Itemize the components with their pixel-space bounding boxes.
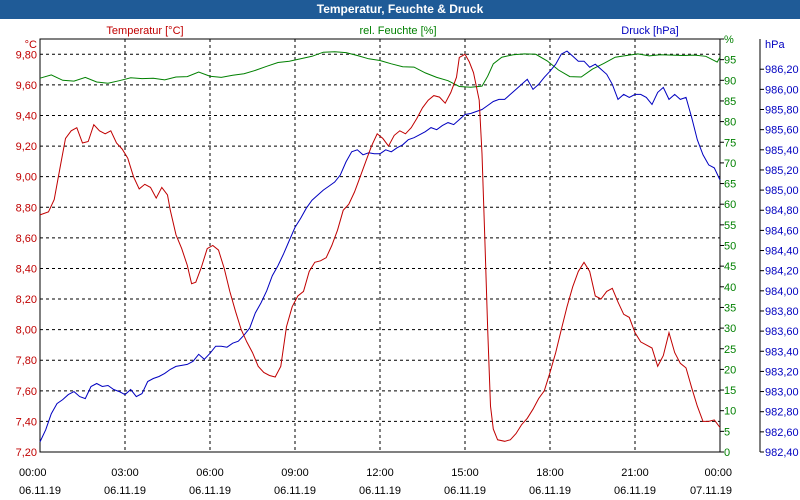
chart-title: Temperatur, Feuchte & Druck [0,0,800,19]
date-tick-label: 06.11.19 [444,485,486,497]
temperature-tick-label: 8,20 [16,294,37,306]
time-tick-label: 00:00 [19,467,47,479]
time-axis: 00:00 06.11.19 03:00 06.11.19 06:00 06.11.19 0… [19,467,732,497]
pressure-tick-label: 984,80 [765,205,799,217]
pressure-series-line [39,50,721,443]
humidity-tick-label: 15 [724,385,736,397]
pressure-tick-label: 985,60 [765,125,799,137]
humidity-series-label: rel. Feuchte [%] [359,25,436,37]
time-tick-label: 12:00 [366,467,394,479]
temperature-tick-label: 8,60 [16,233,37,245]
temperature-tick-label: 9,60 [16,80,37,92]
time-tick-label: 21:00 [621,467,649,479]
temperature-series-label: Temperatur [°C] [106,25,183,37]
temperature-tick-label: 7,20 [16,447,37,459]
pressure-tick-label: 982,80 [765,407,799,419]
grid-lines [40,39,720,452]
humidity-tick-label: 85 [724,96,736,108]
temperature-unit-label: °C [25,39,37,51]
date-tick-label: 06.11.19 [614,485,656,497]
pressure-tick-label: 983,60 [765,326,799,338]
date-tick-label: 06.11.19 [189,485,231,497]
humidity-tick-label: 20 [724,364,736,376]
temperature-tick-label: 8,40 [16,263,37,275]
temperature-tick-label: 9,80 [16,49,37,61]
temperature-tick-label: 7,40 [16,416,37,428]
pressure-axis: 982,40 982,60 982,80 983,00 983,20 983,40 983,… [759,39,799,459]
humidity-tick-label: 70 [724,158,736,170]
humidity-tick-label: 0 [724,447,730,459]
temperature-axis: 7,20 7,40 7,60 7,80 8,00 8,20 8,40 8,60 8,80 9,00… [16,49,37,459]
date-tick-label: 06.11.19 [274,485,316,497]
humidity-tick-label: 45 [724,261,736,273]
pressure-series-label: Druck [hPa] [621,25,678,37]
date-tick-label: 06.11.19 [104,485,146,497]
pressure-tick-label: 986,00 [765,84,799,96]
humidity-tick-label: 30 [724,323,736,335]
pressure-tick-label: 984,40 [765,246,799,258]
temperature-tick-label: 8,00 [16,325,37,337]
temperature-tick-label: 9,20 [16,141,37,153]
pressure-tick-label: 986,20 [765,64,799,76]
pressure-tick-label: 985,20 [765,165,799,177]
date-tick-label: 06.11.19 [359,485,401,497]
pressure-tick-label: 983,20 [765,366,799,378]
temperature-tick-label: 9,00 [16,172,37,184]
time-tick-label: 03:00 [111,467,139,479]
pressure-tick-label: 984,60 [765,225,799,237]
pressure-tick-label: 984,00 [765,286,799,298]
pressure-tick-label: 985,00 [765,185,799,197]
date-tick-label: 06.11.19 [19,485,61,497]
humidity-tick-label: 60 [724,199,736,211]
humidity-tick-label: 55 [724,220,736,232]
pressure-tick-label: 984,20 [765,266,799,278]
temperature-tick-label: 7,60 [16,386,37,398]
humidity-tick-label: 80 [724,117,736,129]
temperature-tick-label: 7,80 [16,355,37,367]
pressure-tick-label: 983,40 [765,346,799,358]
time-tick-label: 18:00 [536,467,564,479]
humidity-tick-label: 65 [724,179,736,191]
humidity-tick-label: 35 [724,302,736,314]
humidity-tick-label: 5 [724,426,730,438]
time-tick-label: 00:00 [704,467,732,479]
pressure-tick-label: 982,40 [765,447,799,459]
humidity-tick-label: 95 [724,55,736,67]
pressure-tick-label: 982,60 [765,427,799,439]
humidity-tick-label: 25 [724,344,736,356]
time-tick-label: 09:00 [281,467,309,479]
humidity-series-line [39,51,721,88]
series-legend: Temperatur [°C] rel. Feuchte [%] Druck [… [25,25,786,51]
series-lines [39,50,721,443]
pressure-tick-label: 983,00 [765,387,799,399]
humidity-axis: 0 5 10 15 20 25 30 35 40 45 50 55 60 65 70 75 80 85 90 95% [719,34,736,459]
temperature-series-line [39,53,721,442]
time-tick-label: 06:00 [196,467,224,479]
pressure-unit-label: hPa [765,39,785,51]
humidity-tick-label: 90 [724,75,736,87]
humidity-tick-label: % [724,34,734,46]
date-tick-label: 07.11.19 [690,485,732,497]
humidity-tick-label: 10 [724,406,736,418]
pressure-tick-label: 985,80 [765,105,799,117]
temperature-tick-label: 9,40 [16,110,37,122]
humidity-tick-label: 75 [724,137,736,149]
pressure-tick-label: 983,80 [765,306,799,318]
date-tick-label: 06.11.19 [529,485,571,497]
time-tick-label: 15:00 [451,467,479,479]
temperature-tick-label: 8,80 [16,202,37,214]
humidity-tick-label: 40 [724,282,736,294]
humidity-tick-label: 50 [724,241,736,253]
pressure-tick-label: 985,40 [765,145,799,157]
